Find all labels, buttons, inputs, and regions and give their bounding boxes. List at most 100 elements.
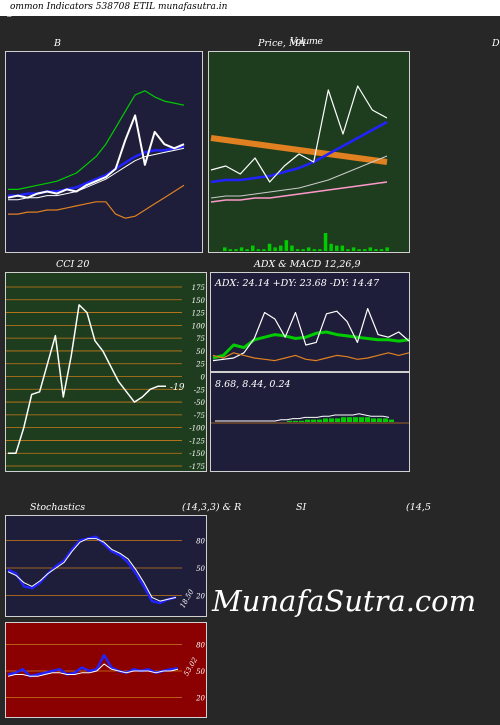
volume-bars-group: [223, 233, 389, 251]
volume-bar: [284, 240, 289, 251]
volume-bar: [318, 249, 322, 251]
volume-bar: [307, 247, 311, 251]
price-ma-title: Price, MA: [258, 38, 306, 49]
cci-tick-label: 75: [196, 335, 205, 343]
volume-bar: [234, 249, 238, 251]
price-long-ma-line: [210, 135, 388, 165]
stochastics-series-group: 18.50: [7, 535, 196, 610]
stochastics-k-line: [7, 535, 177, 605]
page-header: ommon Indicators 538708 ETIL munafasutra…: [0, 0, 500, 16]
si-signal-line: [7, 663, 179, 677]
macd-histogram-bar: [293, 420, 298, 422]
price-series-group: [210, 85, 388, 203]
adx-series-group: [212, 307, 409, 362]
volume-bar: [290, 245, 294, 251]
volume-bar: [223, 247, 227, 251]
cci-tick-label: 125: [192, 310, 206, 318]
stochastics-tick-label: 80: [196, 537, 205, 545]
macd-histogram-bar: [359, 417, 364, 422]
volume-bar: [374, 249, 378, 251]
cci-tick-label: -125: [189, 437, 205, 445]
si-series-group: 53.02: [7, 653, 199, 678]
volume-bar: [329, 243, 333, 251]
volume-bar: [267, 243, 272, 251]
stochastics-d-line: [7, 538, 177, 602]
b-price-line: [7, 114, 185, 199]
cci-last-value-label: -19: [170, 383, 185, 393]
watermark: MunafaSutra.com: [212, 584, 477, 618]
page-title: ommon Indicators 538708 ETIL munafasutra…: [10, 2, 228, 12]
macd-histogram-bar: [383, 418, 388, 422]
volume-bar: [351, 247, 356, 251]
volume-bar: [340, 245, 345, 251]
stochastics-tick-label: 20: [195, 593, 205, 601]
stochastics-last-value-label: 18.50: [179, 588, 196, 610]
price-close-line: [210, 85, 388, 183]
minus-di-line: [212, 352, 409, 362]
b-chart-panel: [5, 51, 203, 253]
cci-title: CCI 20: [56, 259, 90, 270]
cci-series-group: -19: [8, 304, 185, 454]
b-upper-band-line: [8, 90, 185, 190]
cci-grid-group: 175 150 125 100 75 50 25 0 -25 -50 -75 -100 -125 -150…: [6, 284, 206, 471]
macd-chart-panel: 8.68, 8.44, 0.24: [210, 372, 410, 472]
cci-tick-label: -175: [189, 463, 205, 471]
volume-bar: [295, 249, 300, 251]
si-params: (14,5: [406, 502, 431, 513]
price-chart-panel: [208, 51, 410, 253]
volume-bar: [262, 249, 266, 251]
si-grid-group: 80 50 20: [6, 642, 206, 702]
stochastics-params: (14,3,3) & R: [182, 502, 242, 513]
si-chart-panel: 80 50 20 53.02: [5, 622, 207, 718]
volume-bar: [385, 247, 389, 251]
cci-tick-label: -50: [194, 399, 206, 407]
cci-tick-label: -150: [189, 450, 205, 458]
b-title: B: [54, 38, 61, 49]
b-ma-outline: [8, 147, 185, 201]
price-mid-ma-line: [210, 155, 388, 199]
cci-tick-label: 175: [192, 284, 206, 292]
volume-bar: [228, 249, 233, 251]
cci-tick-label: -100: [189, 425, 205, 433]
macd-histogram-bar: [305, 419, 310, 422]
cci-tick-label: 50: [196, 348, 205, 356]
macd-histogram-bar: [311, 419, 316, 422]
cci-tick-label: -25: [194, 386, 206, 394]
si-tick-label: 50: [196, 668, 205, 676]
macd-histogram-bar: [353, 417, 358, 422]
stochastics-chart-panel: 80 50 20 18.50: [5, 515, 207, 617]
volume-bar: [279, 245, 283, 251]
cci-line: [8, 304, 166, 454]
si-line: [7, 653, 179, 678]
b-lower-band-line: [8, 184, 185, 219]
volume-bar: [239, 247, 244, 251]
stochastics-title: Stochastics: [30, 502, 86, 513]
volume-bar: [363, 249, 367, 251]
plus-di-line: [212, 307, 409, 362]
volume-bar: [245, 249, 249, 251]
cci-tick-label: 100: [192, 322, 206, 330]
volume-bar: [346, 249, 350, 251]
volume-title: Volume: [290, 36, 323, 47]
macd-histogram-bar: [323, 418, 328, 422]
macd-histogram-bar: [329, 418, 334, 422]
volume-bar: [368, 247, 373, 251]
macd-histogram-bar: [335, 418, 340, 422]
volume-bar: [273, 247, 277, 251]
adx-readout: ADX: 24.14 +DY: 23.68 -DY: 14.47: [214, 278, 380, 289]
macd-histogram-bar: [389, 419, 394, 422]
cci-tick-label: 25: [195, 361, 205, 369]
volume-bar: [312, 249, 317, 251]
volume-bar: [379, 249, 384, 251]
b-series-group: [7, 90, 185, 219]
si-title: SI: [296, 502, 307, 513]
d-letter: D: [492, 38, 500, 49]
volume-bar: [256, 249, 261, 251]
macd-line: [215, 413, 390, 422]
cci-tick-label: -75: [194, 412, 206, 420]
cci-tick-label: 150: [192, 297, 206, 305]
adx-macd-title: ADX & MACD 12,26,9: [254, 259, 361, 270]
macd-readout: 8.68, 8.44, 0.24: [215, 379, 291, 390]
macd-bars-group: [211, 413, 409, 424]
